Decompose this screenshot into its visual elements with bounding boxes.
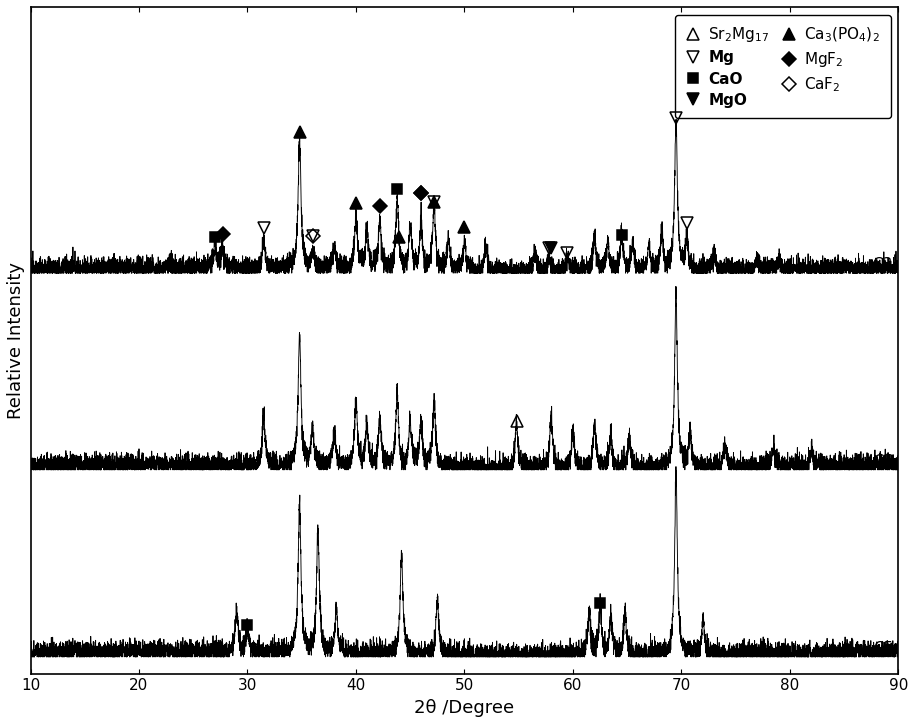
Text: C3: C3	[873, 257, 893, 272]
Text: C4: C4	[873, 454, 893, 469]
X-axis label: 2θ /Degree: 2θ /Degree	[414, 699, 514, 717]
Legend: $\mathrm{Sr_2Mg_{17}}$, Mg, CaO, MgO, $\mathrm{Ca_3(PO_4)_2}$, $\mathrm{MgF_2}$,: $\mathrm{Sr_2Mg_{17}}$, Mg, CaO, MgO, $\…	[674, 14, 890, 118]
Text: C5: C5	[873, 641, 893, 656]
Y-axis label: Relative Intensity: Relative Intensity	[7, 262, 25, 418]
